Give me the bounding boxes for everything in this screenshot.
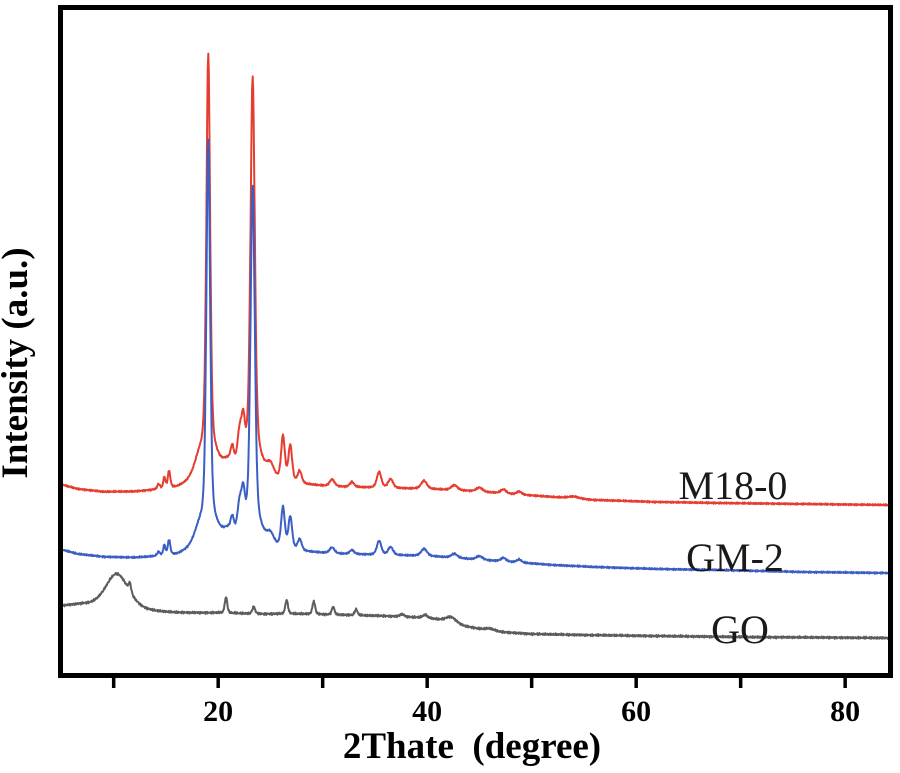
- series-labels-layer: M18-0 GM-2 GO: [679, 463, 788, 652]
- x-axis-title: 2Thate (degree): [343, 726, 601, 767]
- series-label-GM-2: GM-2: [686, 535, 784, 580]
- x-tick-label-80: 80: [830, 695, 860, 728]
- series-label-M18-0: M18-0: [679, 463, 788, 508]
- y-axis-title: Intensity (a.u.): [0, 247, 36, 478]
- x-tick-label-20: 20: [203, 695, 233, 728]
- curve-M18-0: [62, 52, 889, 507]
- curves-layer: [62, 52, 889, 640]
- x-axis-tick-labels: 20 40 60 80: [203, 695, 860, 728]
- curve-GM-2: [62, 138, 889, 575]
- plot-frame: [58, 5, 893, 678]
- series-label-GO: GO: [711, 607, 769, 652]
- x-axis-ticks: [111, 678, 847, 688]
- curve-GO: [62, 571, 889, 640]
- x-tick-label-40: 40: [412, 695, 442, 728]
- x-tick-label-60: 60: [621, 695, 651, 728]
